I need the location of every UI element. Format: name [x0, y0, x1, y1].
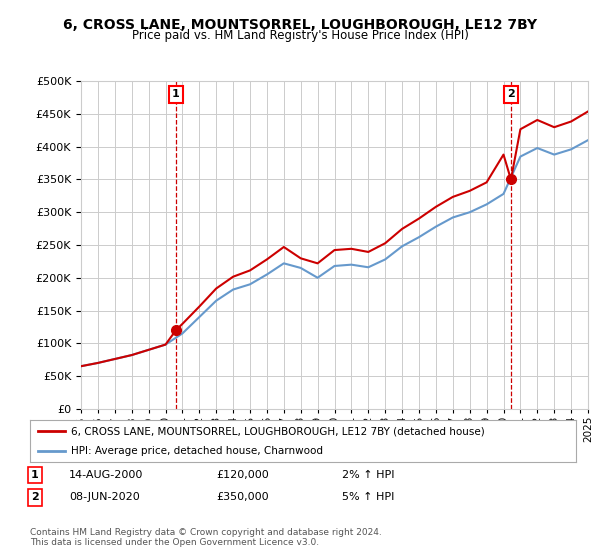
Text: 14-AUG-2000: 14-AUG-2000 [69, 470, 143, 480]
Text: 6, CROSS LANE, MOUNTSORREL, LOUGHBOROUGH, LE12 7BY (detached house): 6, CROSS LANE, MOUNTSORREL, LOUGHBOROUGH… [71, 426, 485, 436]
Text: £350,000: £350,000 [216, 492, 269, 502]
Text: 2% ↑ HPI: 2% ↑ HPI [342, 470, 395, 480]
Text: HPI: Average price, detached house, Charnwood: HPI: Average price, detached house, Char… [71, 446, 323, 456]
Text: 2: 2 [507, 90, 515, 99]
Text: 1: 1 [172, 90, 180, 99]
Text: 2: 2 [31, 492, 38, 502]
Text: £120,000: £120,000 [216, 470, 269, 480]
Text: 6, CROSS LANE, MOUNTSORREL, LOUGHBOROUGH, LE12 7BY: 6, CROSS LANE, MOUNTSORREL, LOUGHBOROUGH… [63, 18, 537, 32]
Text: 08-JUN-2020: 08-JUN-2020 [69, 492, 140, 502]
Text: Contains HM Land Registry data © Crown copyright and database right 2024.
This d: Contains HM Land Registry data © Crown c… [30, 528, 382, 547]
Text: 5% ↑ HPI: 5% ↑ HPI [342, 492, 394, 502]
Text: Price paid vs. HM Land Registry's House Price Index (HPI): Price paid vs. HM Land Registry's House … [131, 29, 469, 42]
Text: 1: 1 [31, 470, 38, 480]
